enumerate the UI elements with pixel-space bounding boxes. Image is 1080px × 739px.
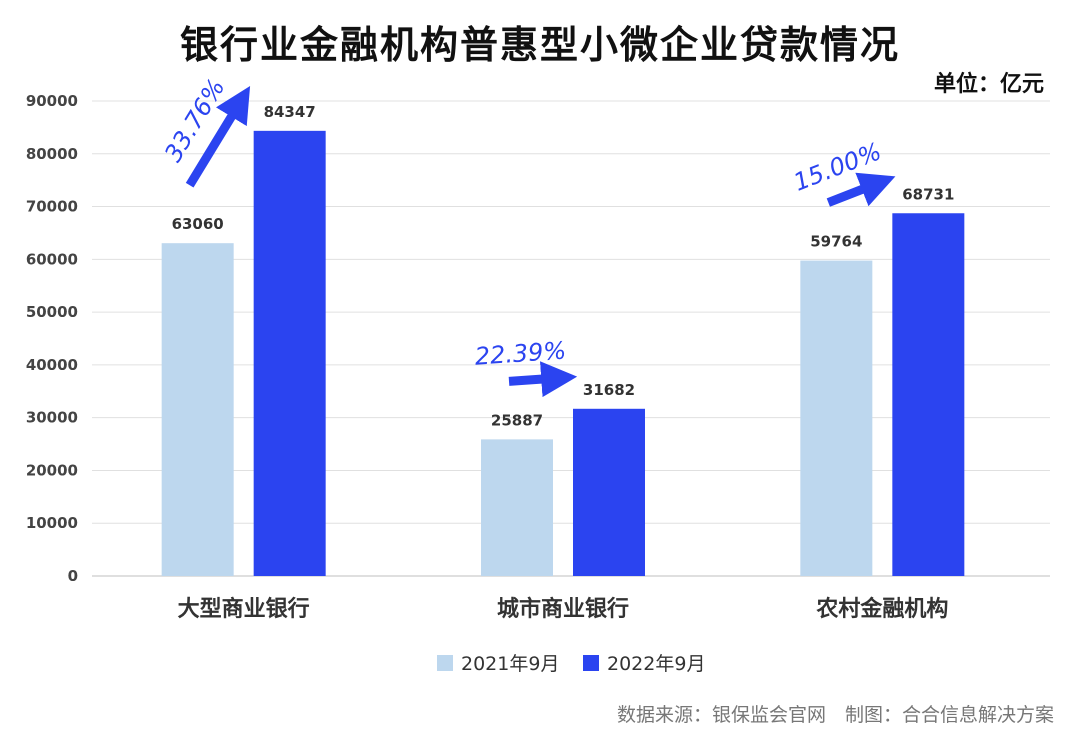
y-tick-label: 30000 xyxy=(26,409,78,427)
chart-title: 银行业金融机构普惠型小微企业贷款情况 xyxy=(179,23,900,67)
bar xyxy=(161,243,234,576)
y-tick-label: 0 xyxy=(68,567,78,585)
x-tick-label: 农村金融机构 xyxy=(815,596,948,622)
data-label: 68731 xyxy=(902,185,954,203)
y-tick-label: 90000 xyxy=(26,92,78,110)
data-label: 31682 xyxy=(583,381,635,399)
y-tick-label: 50000 xyxy=(26,303,78,321)
growth-arrow xyxy=(185,86,251,188)
bar xyxy=(892,213,965,576)
legend-swatch xyxy=(437,655,453,671)
y-tick-label: 40000 xyxy=(26,356,78,374)
grid-lines xyxy=(92,100,1050,577)
data-labels: 63060 84347 25887 31682 59764 68731 xyxy=(172,103,955,430)
data-label: 84347 xyxy=(264,103,316,121)
y-axis: 0 10000 20000 30000 40000 50000 60000 70000 8000… xyxy=(26,92,78,585)
data-label: 63060 xyxy=(172,215,224,233)
y-tick-label: 10000 xyxy=(26,514,78,532)
x-tick-label: 城市商业银行 xyxy=(497,596,629,622)
y-tick-label: 80000 xyxy=(26,145,78,163)
bar xyxy=(573,408,645,576)
bar xyxy=(253,130,326,577)
legend-label: 2021年9月 xyxy=(461,653,559,675)
growth-arrow xyxy=(508,361,578,398)
y-tick-label: 20000 xyxy=(26,461,78,479)
legend-label: 2022年9月 xyxy=(607,653,705,675)
unit-label: 单位：亿元 xyxy=(933,72,1044,97)
y-tick-label: 60000 xyxy=(26,250,78,268)
legend-swatch xyxy=(583,655,599,671)
growth-arrow xyxy=(826,172,896,207)
growth-rate-label: 33.76% xyxy=(159,74,231,167)
y-tick-label: 70000 xyxy=(26,198,78,216)
source-note: 数据来源：银保监会官网 制图：合合信息解决方案 xyxy=(616,704,1054,726)
data-label: 25887 xyxy=(491,411,543,429)
bars xyxy=(161,130,965,577)
bar xyxy=(800,260,873,576)
x-tick-label: 大型商业银行 xyxy=(178,596,310,622)
bar xyxy=(481,439,553,576)
data-label: 59764 xyxy=(810,233,862,251)
x-axis: 大型商业银行 城市商业银行 农村金融机构 xyxy=(178,596,949,622)
growth-rate-label: 22.39% xyxy=(474,336,567,370)
legend: 2021年9月 2022年9月 xyxy=(437,653,705,675)
